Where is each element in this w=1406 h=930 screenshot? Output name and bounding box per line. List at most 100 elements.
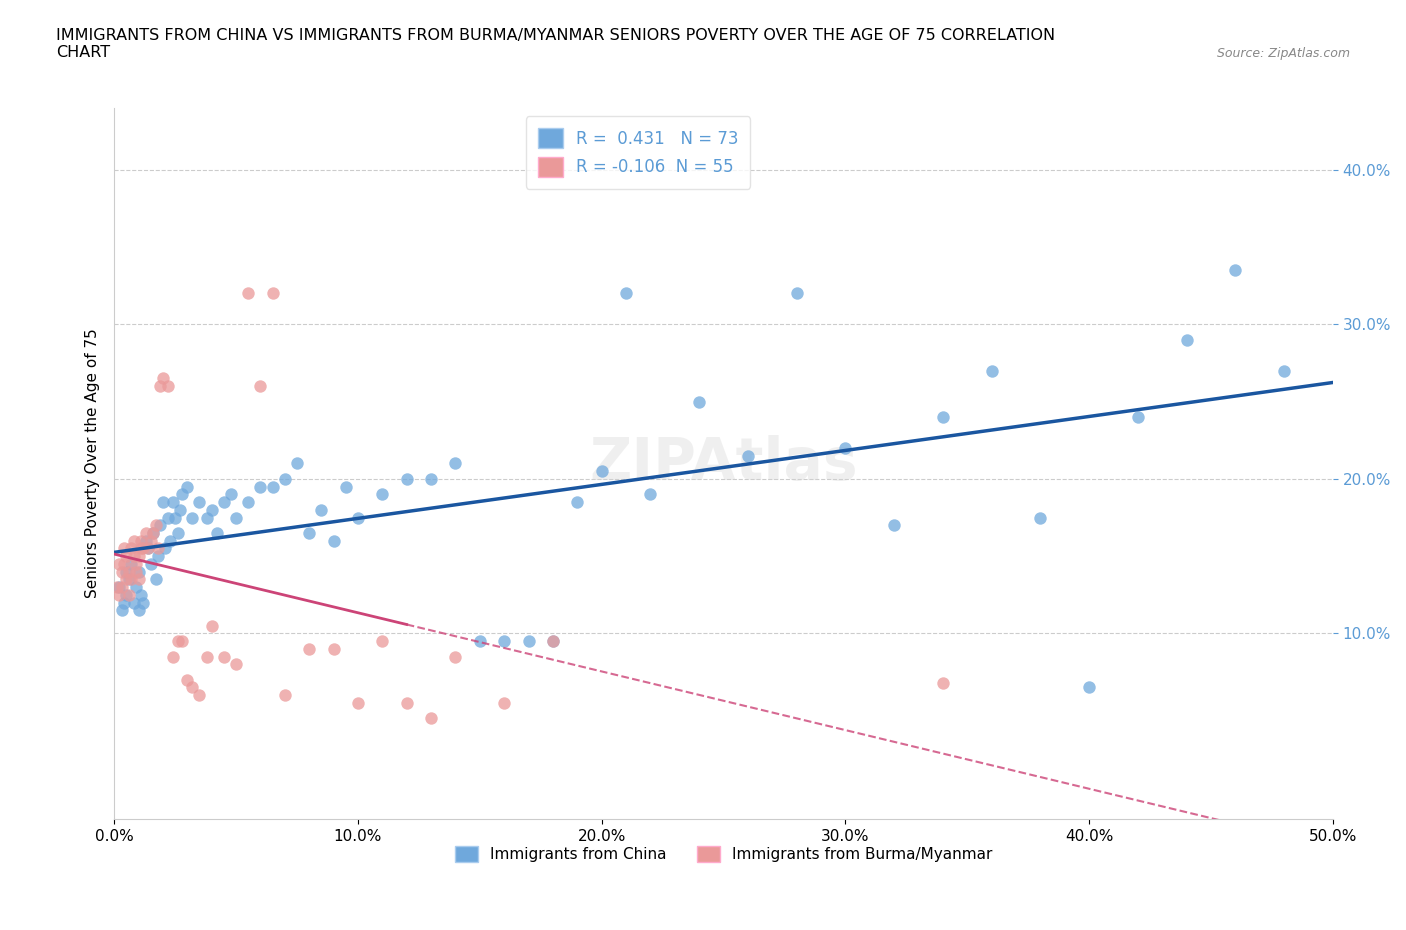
Point bbox=[149, 379, 172, 393]
Point bbox=[322, 642, 344, 657]
Point bbox=[169, 502, 191, 517]
Point bbox=[129, 541, 152, 556]
Point bbox=[142, 525, 165, 540]
Text: Source: ZipAtlas.com: Source: ZipAtlas.com bbox=[1216, 46, 1350, 60]
Point bbox=[155, 541, 177, 556]
Point bbox=[125, 579, 148, 594]
Point bbox=[176, 672, 198, 687]
Point bbox=[110, 565, 132, 579]
Point bbox=[311, 502, 333, 517]
Point bbox=[347, 696, 370, 711]
Point bbox=[128, 565, 150, 579]
Point bbox=[249, 379, 271, 393]
Point bbox=[249, 479, 271, 494]
Point bbox=[146, 549, 169, 564]
Point bbox=[494, 696, 516, 711]
Point bbox=[1272, 364, 1295, 379]
Point bbox=[110, 579, 132, 594]
Point bbox=[371, 633, 394, 648]
Point bbox=[737, 448, 759, 463]
Point bbox=[238, 286, 260, 301]
Point bbox=[152, 371, 174, 386]
Point bbox=[122, 533, 145, 548]
Point bbox=[162, 649, 184, 664]
Point bbox=[285, 456, 308, 471]
Point bbox=[118, 588, 141, 603]
Point bbox=[129, 588, 152, 603]
Legend: Immigrants from China, Immigrants from Burma/Myanmar: Immigrants from China, Immigrants from B… bbox=[449, 840, 998, 868]
Point bbox=[468, 633, 491, 648]
Point bbox=[201, 618, 224, 633]
Point bbox=[152, 495, 174, 510]
Point bbox=[139, 533, 162, 548]
Point bbox=[1078, 680, 1101, 695]
Point bbox=[135, 525, 157, 540]
Point bbox=[195, 649, 218, 664]
Point bbox=[115, 588, 138, 603]
Point bbox=[112, 556, 135, 571]
Point bbox=[932, 675, 955, 690]
Point bbox=[834, 441, 856, 456]
Point bbox=[1126, 409, 1149, 424]
Point bbox=[262, 286, 284, 301]
Point bbox=[420, 711, 443, 725]
Text: IMMIGRANTS FROM CHINA VS IMMIGRANTS FROM BURMA/MYANMAR SENIORS POVERTY OVER THE : IMMIGRANTS FROM CHINA VS IMMIGRANTS FROM… bbox=[56, 28, 1056, 60]
Point bbox=[159, 533, 181, 548]
Point bbox=[129, 533, 152, 548]
Point bbox=[298, 642, 321, 657]
Point bbox=[614, 286, 637, 301]
Point bbox=[444, 456, 467, 471]
Point bbox=[688, 394, 710, 409]
Point bbox=[156, 379, 179, 393]
Point bbox=[883, 518, 905, 533]
Y-axis label: Seniors Poverty Over the Age of 75: Seniors Poverty Over the Age of 75 bbox=[86, 328, 100, 598]
Point bbox=[335, 479, 357, 494]
Point bbox=[125, 556, 148, 571]
Point bbox=[980, 364, 1002, 379]
Point bbox=[145, 572, 167, 587]
Point bbox=[125, 565, 148, 579]
Point bbox=[322, 533, 344, 548]
Point bbox=[517, 633, 540, 648]
Point bbox=[108, 588, 131, 603]
Point bbox=[1175, 332, 1198, 347]
Point bbox=[347, 510, 370, 525]
Point bbox=[262, 479, 284, 494]
Point bbox=[145, 518, 167, 533]
Point bbox=[188, 495, 211, 510]
Point bbox=[139, 556, 162, 571]
Point bbox=[371, 487, 394, 502]
Point bbox=[444, 649, 467, 664]
Point bbox=[149, 518, 172, 533]
Point bbox=[219, 487, 242, 502]
Point bbox=[567, 495, 589, 510]
Point bbox=[541, 633, 564, 648]
Point bbox=[541, 633, 564, 648]
Text: ZIPAtlas: ZIPAtlas bbox=[589, 435, 858, 492]
Point bbox=[172, 633, 194, 648]
Point bbox=[108, 556, 131, 571]
Point bbox=[298, 525, 321, 540]
Point bbox=[166, 633, 188, 648]
Point bbox=[135, 533, 157, 548]
Point bbox=[195, 510, 218, 525]
Point bbox=[132, 541, 155, 556]
Point bbox=[172, 487, 194, 502]
Point bbox=[181, 510, 204, 525]
Point bbox=[225, 510, 247, 525]
Point bbox=[274, 472, 297, 486]
Point bbox=[640, 487, 662, 502]
Point bbox=[142, 525, 165, 540]
Point bbox=[128, 549, 150, 564]
Point bbox=[115, 572, 138, 587]
Point bbox=[112, 595, 135, 610]
Point bbox=[420, 472, 443, 486]
Point bbox=[494, 633, 516, 648]
Point bbox=[932, 409, 955, 424]
Point bbox=[212, 495, 235, 510]
Point bbox=[166, 525, 188, 540]
Point bbox=[162, 495, 184, 510]
Point bbox=[786, 286, 808, 301]
Point bbox=[136, 541, 159, 556]
Point bbox=[225, 657, 247, 671]
